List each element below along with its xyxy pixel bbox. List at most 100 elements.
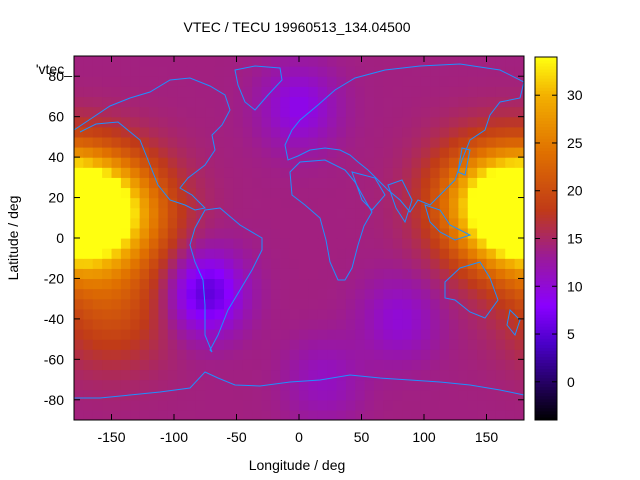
heatmap-cell	[120, 268, 131, 280]
colorbar-tick-label: 10	[567, 278, 583, 294]
heatmap-cell	[252, 116, 263, 128]
heatmap-cell	[92, 66, 103, 77]
heatmap-cell	[458, 66, 469, 77]
heatmap-cell	[120, 207, 131, 219]
heatmap-cell	[102, 217, 113, 229]
heatmap-cell	[345, 197, 356, 209]
heatmap-cell	[374, 339, 384, 350]
heatmap-cell	[392, 329, 403, 340]
heatmap-cell	[111, 96, 122, 108]
heatmap-cell	[458, 56, 469, 67]
heatmap-cell	[355, 359, 366, 371]
heatmap-cell	[383, 106, 394, 118]
heatmap-cell	[449, 86, 459, 98]
heatmap-cell	[477, 238, 488, 249]
heatmap-cell	[327, 56, 338, 67]
heatmap-cell	[158, 56, 169, 67]
chart-title: VTEC / TECU 19960513_134.04500	[183, 19, 410, 35]
heatmap-cell	[486, 369, 497, 381]
heatmap-cell	[233, 389, 244, 401]
heatmap-cell	[120, 238, 131, 249]
heatmap-cell	[402, 308, 413, 320]
heatmap-cell	[402, 379, 413, 391]
heatmap-cell	[392, 268, 403, 280]
heatmap-cell	[411, 157, 422, 168]
heatmap-cell	[205, 329, 216, 340]
heatmap-cell	[214, 126, 225, 138]
heatmap-cell	[195, 318, 206, 330]
heatmap-cell	[149, 126, 159, 138]
heatmap-cell	[120, 329, 131, 340]
heatmap-cell	[486, 126, 497, 138]
heatmap-cell	[430, 318, 441, 330]
heatmap-cell	[317, 187, 328, 199]
heatmap-cell	[195, 308, 206, 320]
colorbar-segment	[535, 365, 557, 370]
heatmap-cell	[280, 167, 291, 178]
heatmap-cell	[167, 197, 178, 209]
colorbar-segment	[535, 178, 557, 182]
heatmap-cell	[327, 288, 338, 300]
heatmap-cell	[411, 329, 422, 340]
heatmap-cell	[224, 86, 234, 98]
heatmap-cell	[289, 399, 300, 411]
heatmap-cell	[102, 379, 113, 391]
heatmap-cell	[177, 349, 188, 360]
heatmap-cell	[411, 288, 422, 300]
heatmap-cell	[195, 258, 206, 269]
heatmap-cell	[289, 278, 300, 290]
heatmap-cell	[345, 409, 356, 420]
heatmap-cell	[374, 56, 384, 67]
heatmap-cell	[177, 197, 188, 209]
heatmap-cell	[495, 268, 506, 280]
heatmap-cell	[261, 288, 272, 300]
heatmap-cell	[83, 258, 94, 269]
heatmap-cell	[205, 86, 216, 98]
heatmap-cell	[392, 86, 403, 98]
heatmap-cell	[242, 399, 253, 411]
heatmap-cell	[92, 126, 103, 138]
heatmap-cell	[92, 56, 103, 67]
heatmap-cell	[383, 86, 394, 98]
heatmap-cell	[317, 258, 328, 269]
heatmap-cell	[233, 167, 244, 178]
heatmap-cell	[195, 86, 206, 98]
heatmap-cell	[486, 258, 497, 269]
heatmap-cell	[327, 157, 338, 168]
heatmap-cell	[195, 66, 206, 77]
heatmap-cell	[214, 369, 225, 381]
heatmap-cell	[224, 399, 234, 411]
heatmap-cell	[327, 106, 338, 118]
heatmap-cell	[261, 298, 272, 310]
heatmap-cell	[355, 389, 366, 401]
heatmap-cell	[149, 248, 159, 259]
colorbar-segment	[535, 196, 557, 200]
heatmap-cell	[233, 369, 244, 381]
heatmap-cell	[111, 268, 122, 280]
heatmap-cell	[327, 298, 338, 310]
heatmap-cell	[449, 258, 459, 269]
heatmap-cell	[327, 116, 338, 128]
colorbar-segment	[535, 317, 557, 321]
heatmap-cell	[374, 318, 384, 330]
heatmap-cell	[467, 308, 478, 320]
heatmap-cell	[317, 288, 328, 300]
heatmap-cell	[317, 147, 328, 158]
heatmap-cell	[186, 318, 197, 330]
heatmap-cell	[120, 399, 131, 411]
heatmap-cell	[186, 278, 197, 290]
heatmap-cell	[308, 258, 319, 269]
heatmap-cell	[402, 288, 413, 300]
heatmap-cell	[233, 147, 244, 158]
heatmap-cell	[355, 126, 366, 138]
y-tick-label: -60	[44, 351, 64, 367]
heatmap-cell	[195, 76, 206, 87]
heatmap-cell	[317, 56, 328, 67]
heatmap-cell	[289, 389, 300, 401]
heatmap-cell	[430, 76, 441, 87]
heatmap-cell	[205, 66, 216, 77]
colorbar-segment	[535, 413, 557, 418]
heatmap-cell	[308, 318, 319, 330]
heatmap-cell	[505, 409, 516, 420]
heatmap-cell	[364, 339, 375, 350]
